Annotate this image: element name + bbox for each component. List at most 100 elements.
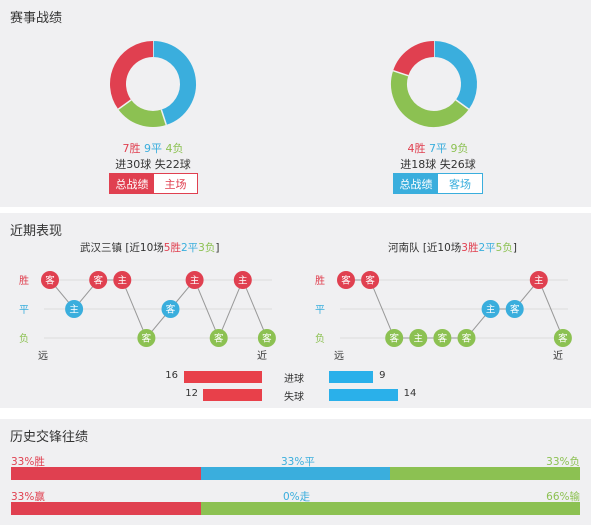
home-axis-far-label: 远 [38, 350, 48, 362]
h2h-result-bar [11, 467, 580, 480]
home-form-venue-label: 主 [69, 304, 79, 316]
home-form-venue-label: 客 [45, 275, 55, 287]
away-slice-separator [455, 99, 470, 110]
home-form-venue-label: 客 [262, 333, 272, 345]
away-form-chart: 胜平负远 近客 客客主客客主 客主客 [315, 271, 572, 362]
away-loss-count: 9负 [450, 142, 469, 155]
h2h-handicap-win-segment [11, 502, 201, 515]
away-form-point [529, 271, 548, 289]
home-draw-count: 9平 [144, 142, 162, 155]
away-form-venue-label: 主 [534, 275, 544, 287]
away-form-venue-label: 客 [510, 304, 520, 316]
home-record-donut [110, 41, 196, 127]
record-panel: 赛事战绩 7胜 9平 4负 进30球 失22球 总战绩 主场 4胜 7平 9负 … [0, 0, 591, 207]
home-win-slice [110, 41, 154, 110]
home-form-line [49, 278, 268, 340]
h2h-handicap-win-pct: 33%赢 [11, 491, 45, 503]
away-form-venue-label: 客 [462, 333, 472, 345]
h2h-handicap-bar [11, 502, 580, 515]
away-form-venue-label: 客 [558, 333, 568, 345]
history-panel: 历史交锋往绩 33%胜 33%平 33%负 33%赢 0%走 66%输 [0, 419, 591, 525]
away-record-counts: 4胜 7平 9负 [375, 140, 501, 156]
h2h-loss-segment [390, 467, 580, 480]
away-total-tab[interactable]: 总战绩 [394, 174, 438, 193]
home-form-venue-label: 主 [238, 275, 248, 287]
away-record-toggle: 总战绩 客场 [393, 173, 483, 194]
away-form-title: 河南队 [近10场3胜2平5负] [388, 242, 517, 254]
home-loss-slice [118, 99, 167, 127]
home-form-point [89, 271, 108, 289]
away-axis-draw-label: 平 [315, 305, 325, 316]
home-axis-near-label: 近 [257, 349, 267, 362]
home-venue-tab[interactable]: 主场 [154, 174, 197, 193]
away-form-point [361, 271, 380, 289]
home-form-venue-label: 客 [166, 304, 176, 316]
away-form-venue-label: 主 [414, 333, 424, 345]
home-form-point [233, 271, 252, 289]
home-form-point [137, 329, 156, 347]
home-form-point [209, 329, 228, 347]
conceded-label: 失球 [284, 392, 304, 403]
away-slice-separator [392, 69, 409, 77]
home-record-toggle: 总战绩 主场 [109, 173, 198, 194]
home-form-point [65, 300, 84, 318]
home-form-venue-label: 客 [93, 275, 103, 287]
h2h-handicap-push-pct: 0%走 [283, 491, 311, 503]
away-goals-summary: 进18球 失26球 [400, 158, 476, 171]
home-form-venue-label: 主 [190, 275, 200, 287]
recent-panel: 近期表现 武汉三镇 [近10场5胜2平3负] 河南队 [近10场3胜2平5负] … [0, 213, 591, 408]
h2h-loss-pct: 33%负 [546, 456, 580, 468]
home-form-point [257, 329, 276, 347]
home-axis-draw-label: 平 [19, 305, 29, 316]
away-win-count: 4胜 [407, 142, 426, 155]
away-form-point [433, 329, 452, 347]
history-section-title: 历史交锋往绩 [10, 430, 89, 445]
scored-label: 进球 [284, 374, 304, 385]
home-form-title: 武汉三镇 [近10场5胜2平3负] [80, 242, 220, 254]
home-scored-bar [183, 371, 262, 383]
home-axis-loss-label: 负 [19, 332, 29, 345]
home-win-count: 7胜 [122, 142, 141, 155]
home-form-point [41, 271, 59, 289]
away-form-line [346, 279, 564, 339]
home-slice-separator [160, 109, 168, 126]
away-venue-tab[interactable]: 客场 [438, 174, 482, 193]
home-loss-count: 4负 [165, 142, 184, 155]
away-loss-slice [391, 70, 469, 127]
away-draw-count: 7平 [429, 142, 447, 155]
away-form-venue-label: 客 [438, 333, 448, 345]
home-scored-value: 16 [165, 370, 178, 381]
away-conceded-value: 14 [403, 388, 417, 399]
home-form-point [161, 300, 180, 318]
home-total-tab[interactable]: 总战绩 [110, 174, 154, 193]
recent-section-title: 近期表现 [10, 224, 63, 239]
away-form-point [409, 329, 428, 347]
away-axis-near-label: 近 [553, 349, 563, 362]
home-form-venue-label: 客 [142, 333, 152, 345]
home-conceded-value: 12 [185, 388, 198, 399]
record-section-title: 赛事战绩 [10, 11, 63, 26]
home-form-point [113, 271, 132, 289]
away-form-venue-label: 客 [389, 333, 399, 345]
away-scored-bar [329, 371, 374, 383]
away-form-venue-label: 客 [341, 275, 351, 287]
away-form-venue-label: 客 [365, 275, 375, 287]
away-form-point [385, 329, 404, 347]
home-draw-slice [152, 41, 196, 125]
away-form-point [553, 329, 572, 347]
away-form-point [457, 329, 476, 347]
away-form-point [505, 300, 524, 318]
home-form-point [185, 271, 204, 289]
away-conceded-bar [329, 389, 398, 401]
h2h-draw-pct: 33%平 [281, 456, 315, 468]
away-form-point [481, 300, 500, 318]
home-form-venue-label: 主 [118, 275, 128, 287]
away-axis-far-label: 远 [334, 350, 344, 362]
h2h-handicap-loss-pct: 66%输 [546, 491, 580, 503]
home-record-counts: 7胜 9平 4负 [90, 140, 216, 156]
h2h-win-pct: 33%胜 [11, 456, 45, 468]
away-draw-slice [433, 41, 477, 110]
away-scored-value: 9 [379, 370, 386, 381]
home-goals-summary: 进30球 失22球 [115, 158, 191, 171]
